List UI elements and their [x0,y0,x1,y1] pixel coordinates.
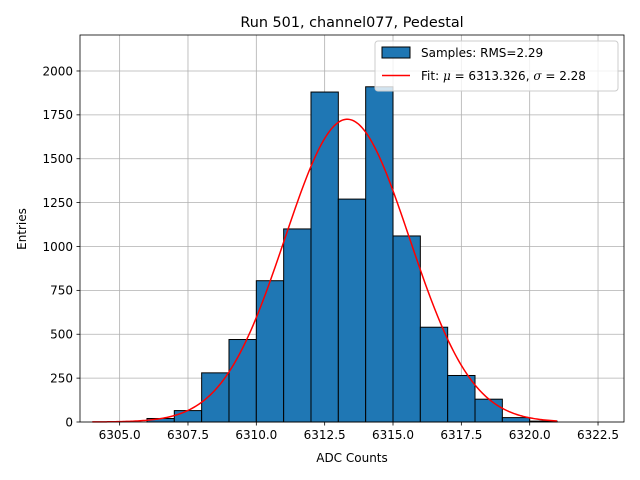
x-axis-ticks: 6305.0 6307.5 6310.0 6312.5 6315.0 6317.5 6320… [99,422,619,442]
histogram-bar [474,398,503,423]
y-tick-label: 250 [50,371,73,385]
x-axis-label: ADC Counts [316,451,388,465]
y-tick-label: 2000 [42,64,73,78]
gaussian-fit-curve [92,118,558,423]
fit-curve-layer [92,118,558,423]
histogram-bar [283,228,312,423]
x-tick-label: 6315.0 [372,428,414,442]
legend-frame [374,40,619,92]
x-tick-label: 6312.5 [304,428,346,442]
x-tick-label: 6310.0 [235,428,277,442]
legend: Samples: RMS=2.29 Fit: μ = 6313.326, σ =… [374,40,619,92]
histogram-bar [201,372,230,423]
legend-histogram-swatch [381,46,411,59]
histogram-bar [447,374,476,423]
y-tick-label: 0 [65,415,73,429]
histogram-bar [337,198,367,423]
histogram-bar [310,91,339,423]
histogram-bar [419,326,449,423]
x-tick-label: 6322.5 [577,428,619,442]
x-tick-label: 6317.5 [440,428,482,442]
chart-title: Run 501, channel077, Pedestal [240,15,463,31]
x-tick-label: 6320.0 [509,428,551,442]
x-tick-label: 6305.0 [99,428,141,442]
histogram-bars [146,86,558,423]
y-tick-label: 750 [50,284,73,298]
y-tick-label: 500 [50,328,73,342]
y-tick-label: 1750 [42,108,73,122]
histogram-bar [228,339,257,423]
y-axis-ticks: 0 250 500 750 1000 1250 1500 1750 2000 [42,64,80,429]
histogram-bar [392,235,421,423]
legend-fit-label: Fit: μ = 6313.326, σ = 2.28 [421,69,586,83]
y-tick-label: 1500 [42,152,73,166]
y-axis-label: Entries [15,208,29,250]
y-tick-label: 1250 [42,196,73,210]
histogram-bar [501,417,531,423]
histogram-bar [173,410,203,423]
plot-frame [79,34,625,423]
histogram-bar [365,86,394,423]
y-tick-label: 1000 [42,240,73,254]
histogram-bar [255,280,285,423]
legend-histogram-label: Samples: RMS=2.29 [421,46,543,60]
x-tick-label: 6307.5 [167,428,209,442]
